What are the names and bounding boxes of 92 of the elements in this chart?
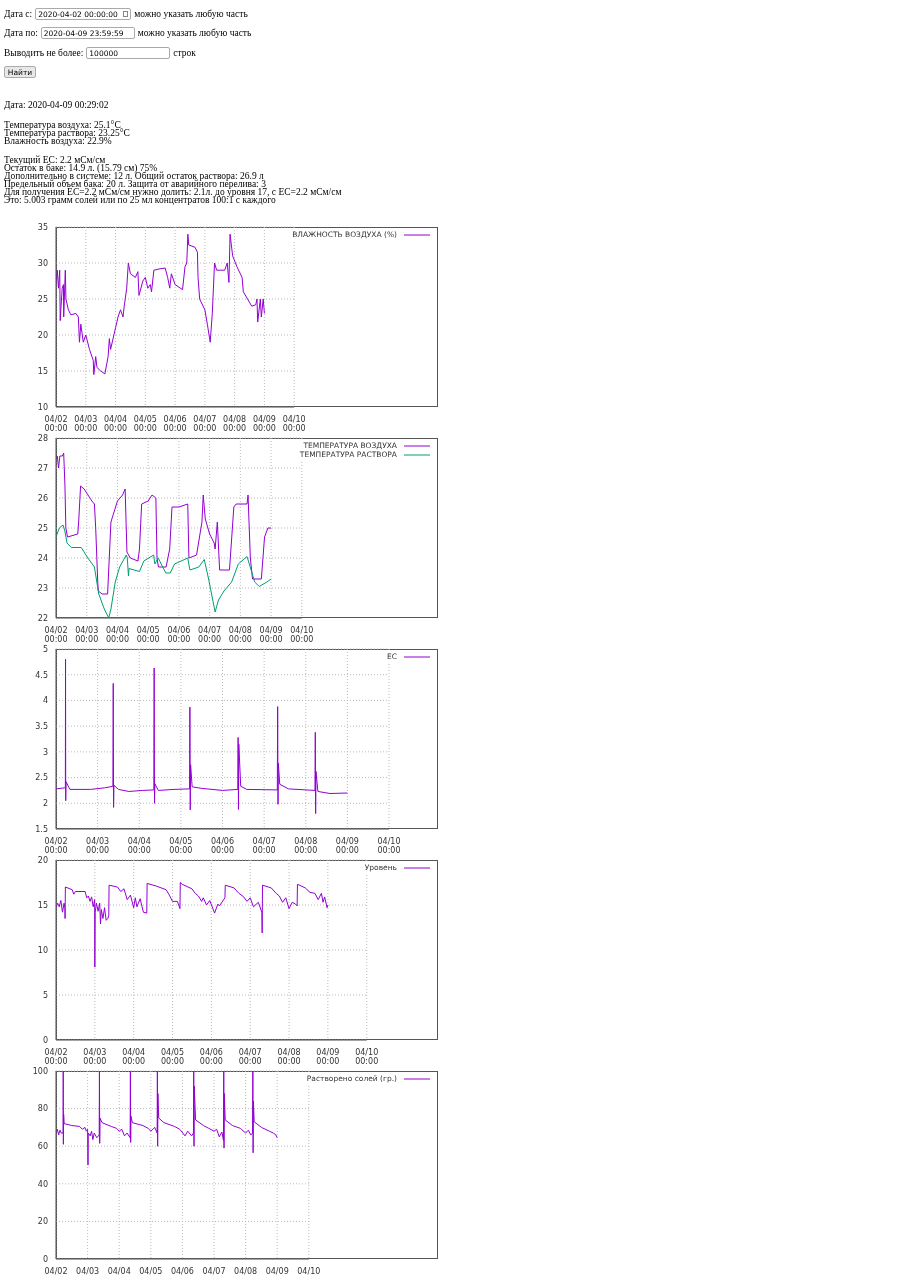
line-series: [56, 524, 272, 618]
y-tick-label: 25: [37, 294, 48, 304]
x-tick-label: 04/08 00:00: [228, 626, 252, 644]
x-tick-label: 04/07: [202, 1267, 226, 1276]
x-tick-label: 04/06 00:00: [210, 837, 235, 855]
x-tick-label: 04/08 00:00: [223, 415, 247, 433]
text: Выводить не более:: [4, 48, 84, 58]
text: Дата с:: [4, 9, 33, 19]
y-tick-label: 3.5: [35, 721, 48, 731]
text: строк: [173, 48, 196, 58]
x-tick-label: 04/03 00:00: [75, 626, 99, 644]
y-tick-label: 27: [37, 463, 48, 473]
y-tick-label: 5: [42, 644, 48, 654]
x-tick-label: 04/10 00:00: [377, 837, 401, 855]
text: Дата по:: [4, 28, 38, 38]
y-tick-label: 28: [37, 433, 48, 443]
x-tick-label: 04/03: [76, 1267, 100, 1276]
line-series: [56, 452, 272, 595]
x-tick-label: 04/07 00:00: [252, 837, 276, 855]
y-tick-label: 100: [32, 1066, 48, 1076]
y-tick-label: 1.5: [35, 824, 48, 834]
x-tick-label: 04/05 00:00: [136, 626, 160, 644]
y-tick-label: 10: [37, 945, 48, 955]
x-tick-label: 04/04: [107, 1267, 131, 1276]
line-series: [56, 658, 348, 815]
x-tick-label: 04/07 00:00: [193, 415, 217, 433]
y-tick-label: 60: [37, 1142, 48, 1152]
text: Текущий EC: 2.2 мСм/см Остаток в баке: 14.9 л. (15.79 см) 75% Дополнительно в системе: 12 л. Общий остаток раствора: 26.9 л Предельный объем бака: 20 л. Защита от аварийного перелива: 3 Для получения EC=2.2 мСм/см нужно долить: 2.1л. до уровня 17, с EC=2.2 мСм/см Это: 5.003 грамм солей или по 25 мл концентратов 100:1 с каждого: [4, 155, 342, 205]
x-tick-label: 04/04 00:00: [122, 1048, 146, 1066]
x-tick-label: 04/06 00:00: [163, 415, 187, 433]
text: Дата: 2020-04-09 00:29:02: [4, 100, 109, 110]
text: Температура воздуха: 25.1°C Температура раствора: 23.25°C Влажность воздуха: 22.9%: [4, 120, 130, 146]
x-tick-label: 04/02 00:00: [44, 1048, 68, 1066]
x-tick-label: 04/04 00:00: [105, 626, 129, 644]
y-tick-label: 5: [42, 990, 48, 1000]
x-tick-label: 04/09 00:00: [252, 415, 276, 433]
x-tick-label: 04/05: [139, 1267, 163, 1276]
y-tick-label: 20: [37, 1217, 48, 1227]
x-tick-label: 04/08 00:00: [277, 1048, 301, 1066]
x-tick-label: 04/02: [44, 1267, 68, 1276]
x-tick-label: 04/09 00:00: [335, 837, 359, 855]
x-tick-label: 04/10 00:00: [290, 626, 314, 644]
y-tick-label: 0: [42, 1035, 48, 1045]
x-tick-label: 04/04 00:00: [127, 837, 151, 855]
y-tick-label: 35: [37, 222, 48, 232]
y-tick-label: 10: [37, 402, 48, 412]
y-tick-label: 23: [37, 583, 48, 593]
x-tick-label: 04/02 00:00: [44, 626, 68, 644]
y-tick-label: 4.5: [35, 670, 48, 680]
x-tick-label: 04/04 00:00: [104, 415, 128, 433]
y-tick-label: 40: [37, 1179, 48, 1189]
y-tick-label: 15: [37, 366, 48, 376]
x-tick-label: 04/09 00:00: [259, 626, 283, 644]
x-tick-label: 04/08: [234, 1267, 258, 1276]
x-tick-label: 04/03 00:00: [74, 415, 98, 433]
y-tick-label: 2: [42, 799, 48, 809]
y-tick-label: 22: [37, 613, 48, 623]
x-tick-label: 04/07 00:00: [238, 1048, 262, 1066]
y-tick-label: 3: [42, 747, 48, 757]
y-tick-label: 15: [37, 900, 48, 910]
x-tick-label: 04/06: [170, 1267, 194, 1276]
x-tick-label: 04/03 00:00: [86, 837, 110, 855]
line-series: [56, 233, 265, 376]
x-tick-label: 04/02 00:00: [44, 415, 68, 433]
x-tick-label: 04/08 00:00: [294, 837, 318, 855]
y-tick-label: 25: [37, 523, 48, 533]
y-tick-label: 30: [37, 258, 48, 268]
x-tick-label: 04/09 00:00: [316, 1048, 340, 1066]
x-tick-label: 04/02 00:00: [44, 837, 68, 855]
x-tick-label: 04/10 00:00: [355, 1048, 379, 1066]
line-series: [56, 882, 329, 968]
y-tick-label: 80: [37, 1104, 48, 1114]
y-tick-label: 20: [37, 330, 48, 340]
y-tick-label: 20: [37, 855, 48, 865]
x-tick-label: 04/10 00:00: [282, 415, 306, 433]
text: можно указать любую часть: [137, 28, 252, 38]
x-tick-label: 04/09: [265, 1267, 289, 1276]
x-tick-label: 04/05 00:00: [160, 1048, 185, 1066]
y-tick-label: 0: [42, 1254, 48, 1264]
x-tick-label: 04/05 00:00: [133, 415, 157, 433]
text: можно указать любую часть: [134, 9, 248, 19]
y-tick-label: 2.5: [35, 773, 48, 783]
x-tick-label: 04/10: [297, 1267, 321, 1276]
y-tick-label: 24: [37, 553, 48, 563]
y-tick-label: 26: [37, 493, 48, 503]
x-tick-label: 04/07 00:00: [198, 626, 222, 644]
x-tick-label: 04/06 00:00: [199, 1048, 223, 1066]
x-tick-label: 04/03 00:00: [83, 1048, 107, 1066]
x-tick-label: 04/05 00:00: [169, 837, 193, 855]
line-series: [56, 1071, 278, 1166]
x-tick-label: 04/06 00:00: [167, 626, 191, 644]
y-tick-label: 4: [42, 696, 48, 706]
